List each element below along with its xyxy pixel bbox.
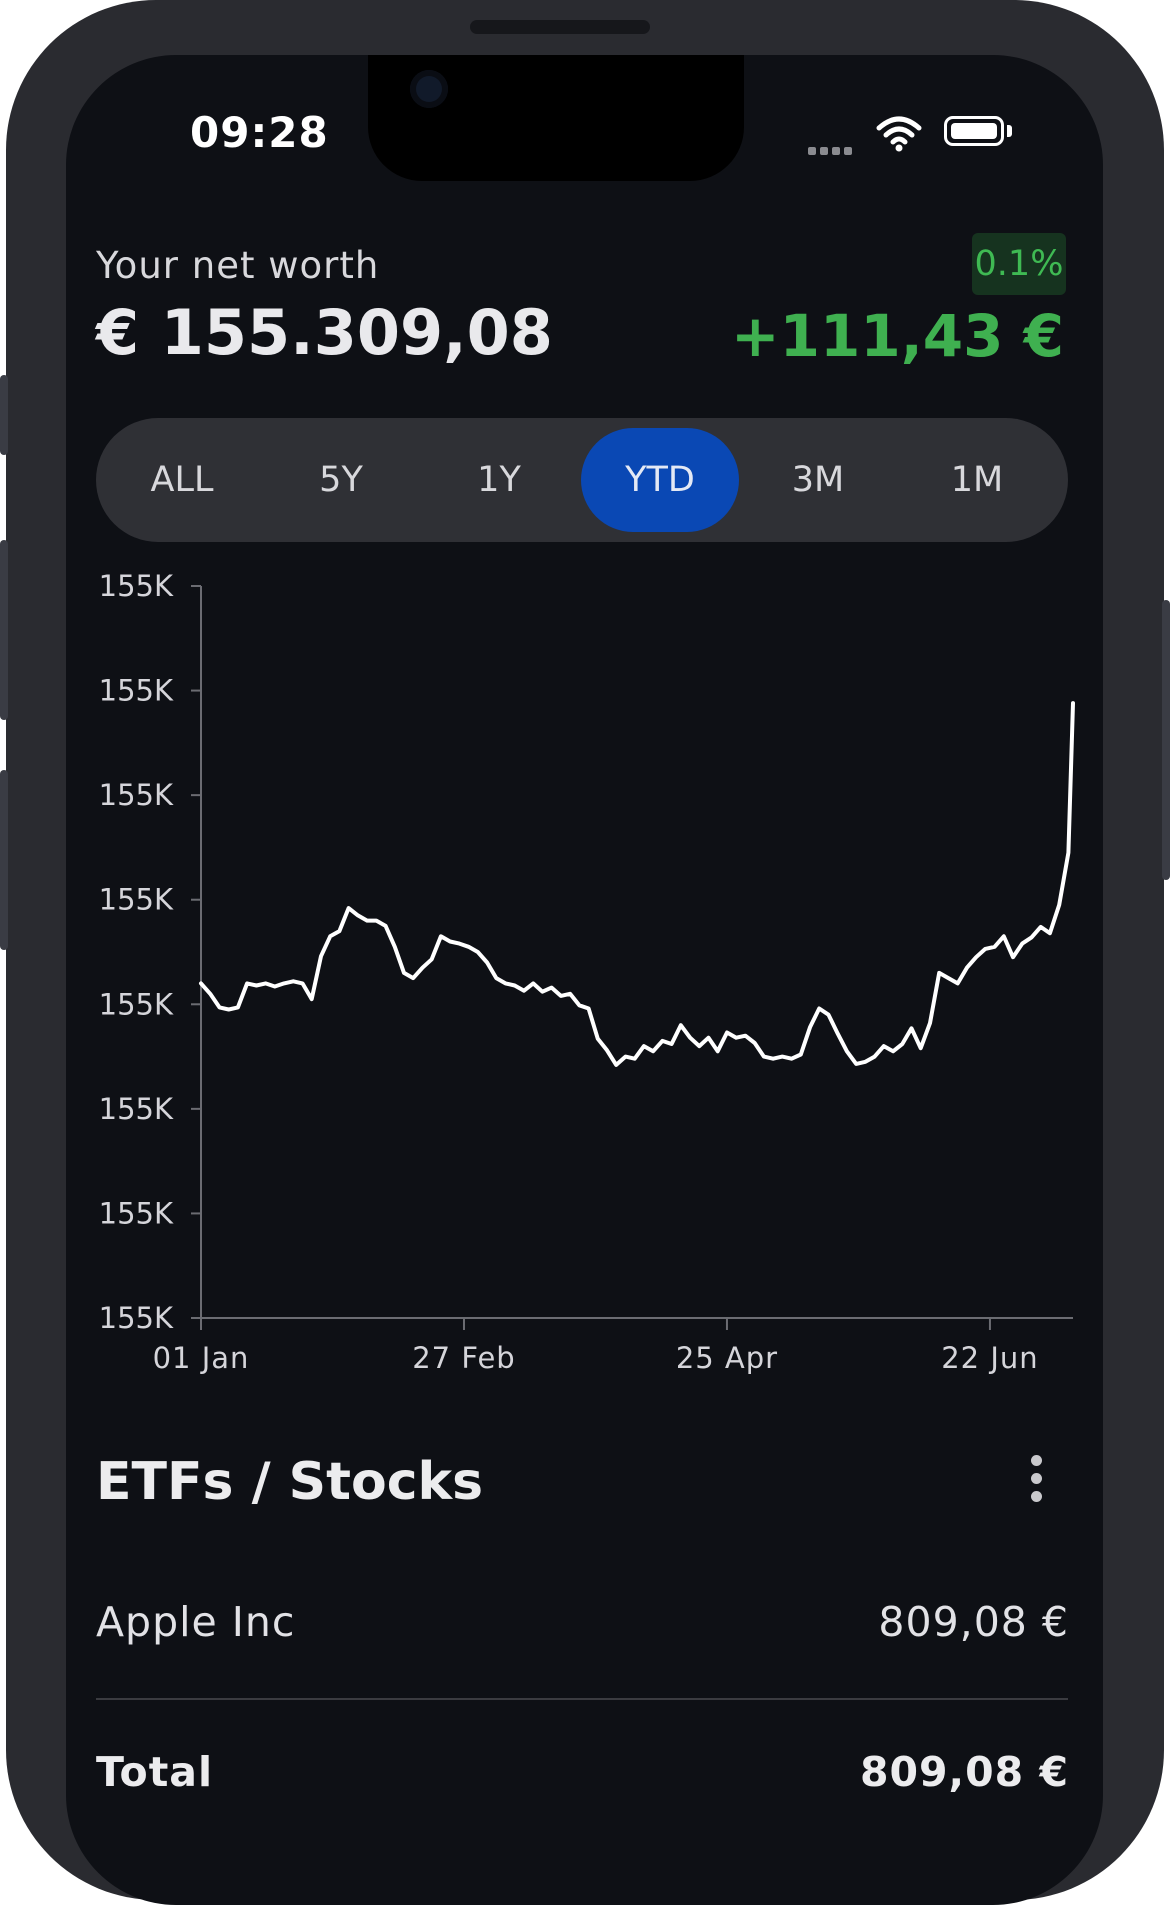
y-tick-label: 155K: [99, 1196, 174, 1230]
x-tick-label: 27 Feb: [412, 1341, 515, 1375]
holdings-section-title: ETFs / Stocks: [96, 1452, 484, 1512]
y-tick-label: 155K: [99, 569, 174, 603]
power-button: [1162, 600, 1170, 880]
battery-icon: [944, 116, 1004, 146]
x-tick-label: 22 Jun: [941, 1341, 1038, 1375]
range-tab-all[interactable]: ALL: [150, 460, 214, 500]
range-tab-5y[interactable]: 5Y: [319, 460, 363, 500]
silent-switch: [0, 375, 8, 455]
range-tab-ytd[interactable]: YTD: [581, 428, 739, 532]
range-tab-1y[interactable]: 1Y: [477, 460, 521, 500]
change-percent-badge: 0.1%: [972, 233, 1066, 295]
range-tab-3m[interactable]: 3M: [791, 460, 845, 500]
holding-value: 809,08 €: [878, 1598, 1069, 1646]
volume-down-button: [0, 770, 8, 950]
divider: [96, 1698, 1068, 1700]
y-tick-label: 155K: [99, 883, 174, 917]
speaker: [470, 20, 650, 34]
front-camera: [410, 70, 448, 108]
net-worth-label: Your net worth: [96, 244, 380, 287]
more-options-icon[interactable]: [1022, 1452, 1050, 1506]
x-tick-label: 01 Jan: [153, 1341, 250, 1375]
net-worth-value: € 155.309,08: [96, 296, 553, 369]
total-value: 809,08 €: [859, 1748, 1069, 1796]
net-worth-line: [199, 701, 1075, 1067]
total-label: Total: [96, 1748, 214, 1796]
volume-up-button: [0, 540, 8, 720]
cellular-signal-icon: [808, 140, 856, 159]
x-tick-label: 25 Apr: [676, 1341, 778, 1375]
net-worth-chart: 155K 155K 155K 155K 155K 155K 155K 155K 01 Jan 2…: [99, 569, 1075, 1375]
x-axis-ticks: 01 Jan 27 Feb 25 Apr 22 Jun: [153, 1318, 1038, 1375]
wifi-icon: [876, 116, 922, 152]
battery-tip: [1007, 125, 1012, 137]
change-value: +111,43 €: [731, 302, 1064, 370]
y-tick-label: 155K: [99, 987, 174, 1021]
y-tick-label: 155K: [99, 674, 174, 708]
y-tick-label: 155K: [99, 1301, 174, 1335]
app-screen: [66, 55, 1103, 1905]
range-tab-1m[interactable]: 1M: [950, 460, 1004, 500]
time-range-selector: ALL 5Y 1Y YTD 3M 1M: [96, 418, 1068, 542]
status-time: 09:28: [190, 108, 329, 157]
y-tick-label: 155K: [99, 778, 174, 812]
y-axis-ticks: 155K 155K 155K 155K 155K 155K 155K 155K: [99, 569, 201, 1335]
holding-name[interactable]: Apple Inc: [96, 1598, 296, 1646]
y-tick-label: 155K: [99, 1092, 174, 1126]
